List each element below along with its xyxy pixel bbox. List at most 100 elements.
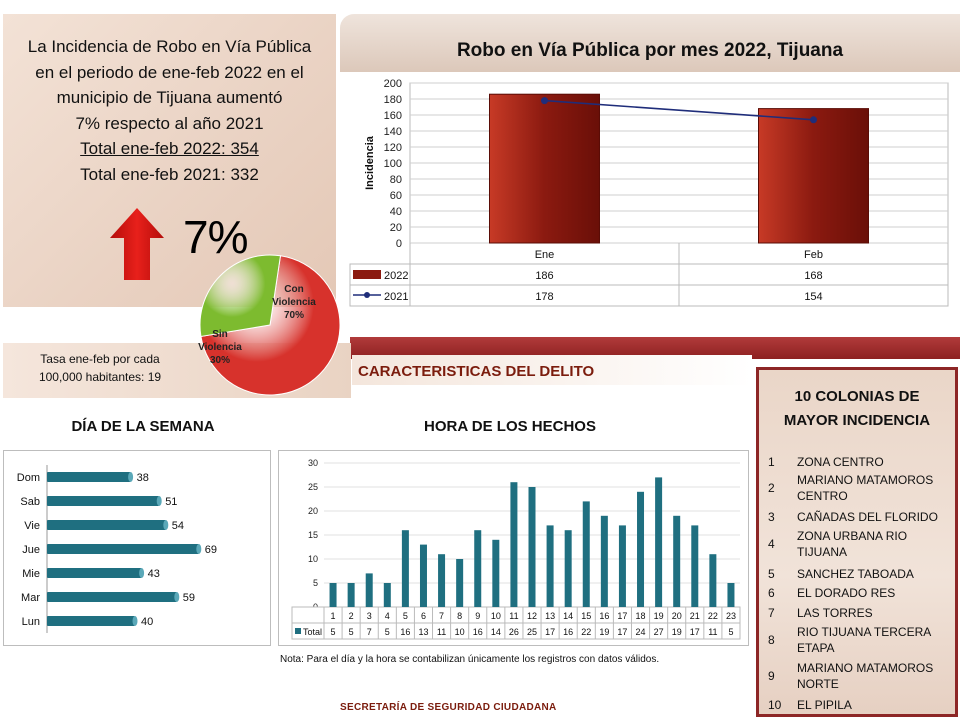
x-tick-label: Feb	[804, 249, 823, 261]
dow-bar-cap	[132, 616, 138, 626]
x-tick-label: 5	[403, 611, 408, 621]
table-value: 16	[473, 627, 483, 637]
hour-bar	[492, 539, 500, 607]
legend-marker-2021	[364, 292, 370, 298]
dow-category-label: Dom	[17, 472, 40, 484]
characteristics-band	[352, 355, 752, 385]
top10-rank: 1	[768, 455, 775, 470]
pie-label: Violencia	[272, 297, 316, 308]
legend-label-2021: 2021	[384, 291, 408, 303]
hour-bar	[438, 554, 446, 607]
pie-label: Con	[284, 284, 303, 295]
y-tick-label: 100	[384, 158, 402, 170]
table-value-2022: 186	[535, 270, 553, 282]
x-tick-label: 9	[475, 611, 480, 621]
legend-swatch-total	[295, 628, 301, 634]
top10-rank: 7	[768, 606, 775, 621]
top10-colonia-name: EL PIPILA	[797, 698, 852, 712]
hour-bar	[528, 487, 536, 607]
table-value: 26	[509, 627, 519, 637]
x-tick-label: 13	[545, 611, 555, 621]
top10-rank: 4	[768, 537, 775, 551]
top10-rank: 3	[768, 510, 775, 525]
chart-title: Robo en Vía Pública por mes 2022, Tijuan…	[456, 40, 844, 61]
point-2021	[810, 116, 817, 124]
footer-text: SECRETARÍA DE SEGURIDAD CIUDADANA	[340, 702, 557, 713]
violence-pie-chart: Con Violencia 70% Sin Violencia 30%	[198, 254, 341, 396]
rate-text: Tasa ene-feb por cada 100,000 habitantes…	[20, 350, 180, 386]
hour-bar	[564, 530, 572, 607]
dow-title: DÍA DE LA SEMANA	[71, 418, 215, 435]
hour-bar	[655, 477, 663, 607]
dow-category-label: Sab	[20, 496, 40, 508]
dow-bar	[47, 472, 131, 482]
hour-bar	[329, 583, 337, 607]
monthly-chart: 0 20 40 60 80 100 120 140 160 180 200 Incidencia Ene…	[349, 78, 949, 307]
dow-bar	[47, 520, 166, 530]
x-tick-label: 22	[708, 611, 718, 621]
x-tick-label: 15	[581, 611, 591, 621]
dow-category-label: Mar	[21, 592, 40, 604]
rate-line: Tasa ene-feb por cada	[40, 352, 160, 366]
legend-swatch-2022	[353, 270, 381, 279]
dow-value-label: 59	[183, 592, 195, 604]
table-value: 14	[491, 627, 501, 637]
y-tick-label: 200	[384, 78, 402, 90]
dow-bar-cap	[174, 592, 180, 602]
x-tick-label: 4	[385, 611, 390, 621]
pie-slice	[199, 254, 282, 338]
top10-colonia-name: ZONA CENTRO	[797, 455, 884, 469]
top10-panel	[756, 367, 958, 717]
x-tick-label: 18	[636, 611, 646, 621]
x-tick-label: 10	[491, 611, 501, 621]
y-tick-label: 10	[308, 554, 318, 564]
bar-2022	[758, 108, 869, 244]
top10-colonia-name: MARIANO MATAMOROS CENTRO	[797, 473, 934, 503]
hour-bar	[456, 559, 464, 607]
dow-value-label: 38	[137, 472, 149, 484]
y-tick-label: 0	[396, 238, 402, 250]
top10-rank: 10	[768, 698, 782, 713]
hour-bar	[709, 554, 717, 607]
dow-bar	[47, 496, 160, 506]
y-tick-label: 40	[390, 206, 402, 218]
table-value: 27	[654, 627, 664, 637]
top10-rank: 6	[768, 586, 775, 601]
top10-rank: 9	[768, 669, 775, 683]
point-2021	[541, 97, 548, 105]
y-tick-label: 60	[390, 190, 402, 202]
table-value: 22	[581, 627, 591, 637]
dow-category-label: Vie	[24, 520, 40, 532]
table-value: 17	[690, 627, 700, 637]
hour-bar	[474, 530, 482, 607]
dow-value-label: 69	[205, 544, 217, 556]
dow-bar	[47, 544, 199, 554]
top10-colonia-name: MARIANO MATAMOROS NORTE	[797, 661, 934, 691]
dow-bar-cap	[196, 544, 202, 554]
table-value: 19	[599, 627, 609, 637]
y-tick-label: 5	[313, 578, 318, 588]
table-value: 10	[455, 627, 465, 637]
dow-bar-cap	[163, 520, 169, 530]
dow-bar-cap	[139, 568, 145, 578]
dow-chart: Dom 38 Sab 51 Vie 54 Jue 69 Mie 43 Mar 59 Lun 40	[17, 465, 217, 633]
total-2021: Total ene-feb 2021: 332	[80, 164, 259, 184]
pie-label: Violencia	[198, 342, 242, 353]
bar-2022	[489, 93, 600, 244]
x-tick-label: 23	[726, 611, 736, 621]
summary-line: La Incidencia de Robo en Vía Pública	[27, 37, 312, 56]
table-value: 19	[672, 627, 682, 637]
table-value: 5	[349, 627, 354, 637]
hour-bar	[347, 583, 355, 607]
legend-label-2022: 2022	[384, 270, 408, 282]
table-value-2021: 154	[804, 291, 822, 303]
hour-bar	[618, 525, 626, 607]
dow-bar	[47, 592, 177, 602]
top10-rank: 2	[768, 481, 775, 495]
y-tick-label: 25	[308, 482, 318, 492]
summary-line: municipio de Tijuana aumentó	[56, 88, 283, 107]
x-tick-label: 11	[509, 611, 518, 621]
y-tick-label: 140	[384, 126, 402, 138]
y-tick-label: 180	[384, 94, 402, 106]
hour-title: HORA DE LOS HECHOS	[424, 418, 596, 435]
